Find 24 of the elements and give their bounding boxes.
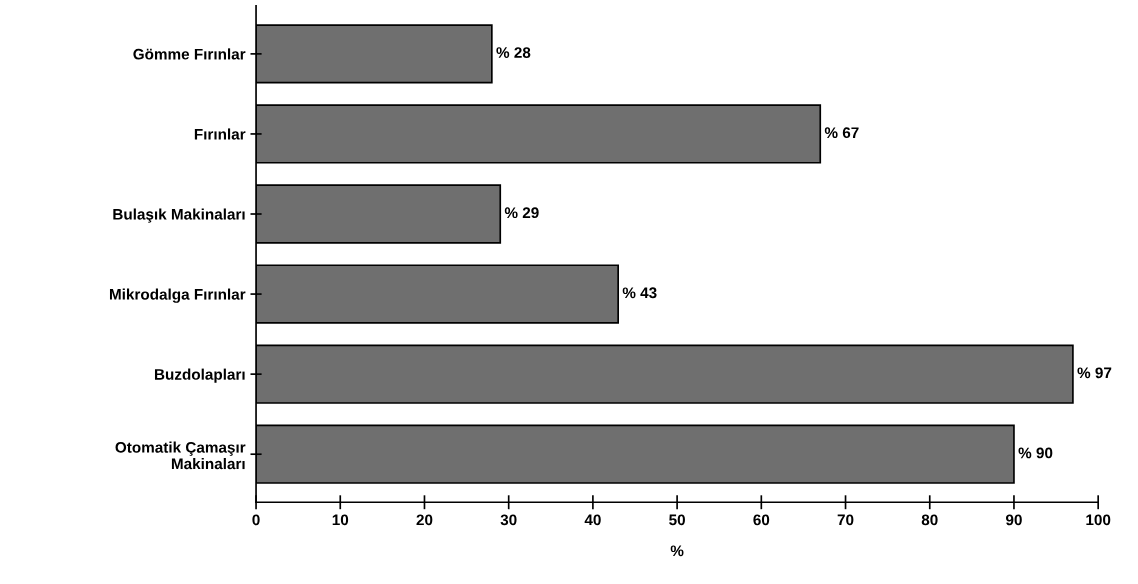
data-label: % 28 [496,47,531,58]
data-label: % 90 [1018,447,1053,459]
x-tick-label: 80 [921,514,938,526]
y-tick-label: Mikrodalga Fırınlar [109,288,246,303]
data-label: % 29 [504,207,539,219]
x-tick-label: 40 [584,514,601,526]
y-tick-label: Otomatik Çamaşır Makinaları [115,441,246,470]
x-tick-label: 20 [416,514,433,526]
x-axis-title: % [670,545,684,557]
y-tick-label: Fırınlar [194,128,246,140]
x-tick-label: 100 [1086,514,1111,526]
x-tick-label: 10 [332,514,349,526]
x-tick-label: 90 [1005,514,1022,526]
y-tick-label: Buzdolapları [154,368,245,383]
x-tick-label: 70 [837,514,854,526]
x-tick-label: 30 [500,514,517,526]
data-label: % 67 [824,127,859,139]
data-label: % 43 [622,287,657,299]
data-label: % 97 [1077,367,1112,379]
x-tick-label: 60 [753,514,770,526]
x-tick-label: 50 [669,514,685,526]
y-tick-label: Bulaşık Makinaları [113,208,245,223]
x-tick-label: 0 [252,514,260,526]
y-tick-label: Gömme Fırınlar [133,48,246,60]
